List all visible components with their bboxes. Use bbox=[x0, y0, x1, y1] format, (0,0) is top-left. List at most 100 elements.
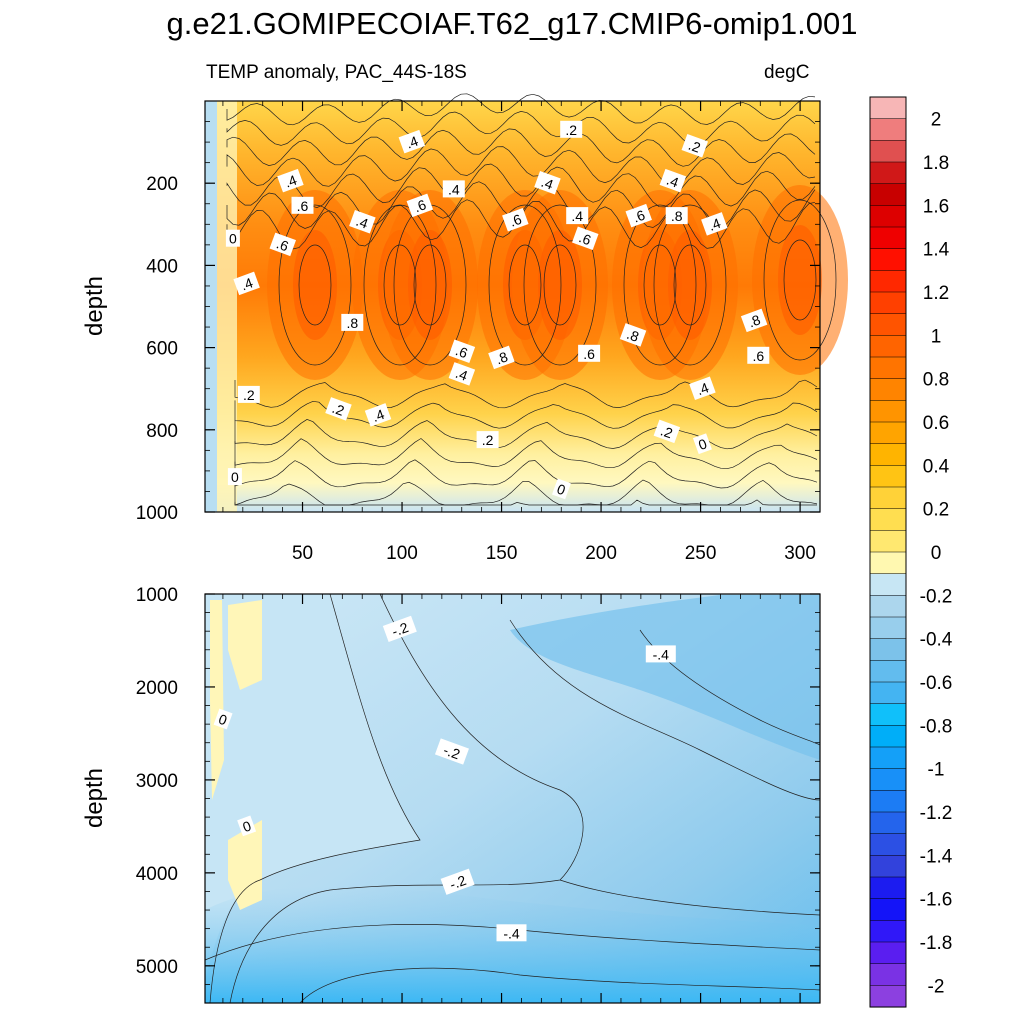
contour-label: .8 bbox=[619, 323, 647, 347]
contour-label-text: .2 bbox=[330, 400, 347, 419]
contour-label: .6 bbox=[406, 193, 434, 218]
contour-label: .6 bbox=[502, 207, 529, 232]
contour-label-box bbox=[689, 376, 716, 400]
upper-contour-core-3 bbox=[508, 244, 542, 326]
upper-contour-ring-4 bbox=[523, 204, 597, 366]
contour-label-box bbox=[291, 196, 314, 214]
colorbar-label: -1.8 bbox=[920, 933, 953, 954]
contour-label-box bbox=[434, 738, 469, 765]
colorbar-swatch bbox=[869, 725, 907, 748]
y-tick-label: 400 bbox=[146, 256, 178, 277]
colorbar-swatch bbox=[869, 681, 907, 705]
x-tick-label: 100 bbox=[386, 543, 418, 564]
colorbar-swatch bbox=[869, 551, 907, 575]
lower-shallow-region bbox=[205, 594, 420, 980]
upper-contour-core-4 bbox=[543, 244, 577, 326]
contour-label-box bbox=[476, 431, 499, 449]
colorbar-swatch bbox=[869, 746, 907, 770]
contour-label: 0 bbox=[213, 708, 233, 730]
contour-label-text: .4 bbox=[694, 379, 711, 398]
colorbar-label: -2 bbox=[928, 976, 945, 997]
colorbar-swatch bbox=[869, 920, 907, 943]
contour-label: .4 bbox=[442, 180, 465, 198]
contour-label-box bbox=[398, 129, 426, 154]
colorbar-label: 1 bbox=[931, 326, 942, 347]
colorbar-label: -1.4 bbox=[920, 846, 953, 867]
contour-label-text: .4 bbox=[370, 406, 387, 425]
colorbar-label: -0.8 bbox=[920, 716, 953, 737]
contour-label-box bbox=[653, 419, 681, 444]
contour-label: .4 bbox=[701, 212, 728, 236]
contour-label-box bbox=[740, 308, 768, 333]
contour-label-box bbox=[277, 168, 304, 193]
contour-label-text: .6 bbox=[453, 342, 470, 361]
colorbar-swatch bbox=[869, 486, 907, 510]
contour-label-box bbox=[659, 168, 687, 193]
warm-core-inner-7 bbox=[778, 225, 822, 335]
upper-contour-deep-6 bbox=[234, 499, 817, 506]
contour-label: .2 bbox=[653, 419, 681, 444]
contour-label: .2 bbox=[560, 120, 583, 138]
colorbar-swatch bbox=[869, 161, 907, 185]
upper-contour-top-4 bbox=[226, 163, 816, 208]
contour-label-text: .4 bbox=[404, 133, 421, 152]
lower-panel-field: -.2 -.4 -.2 -.2 -.4 0 0 bbox=[204, 593, 821, 1004]
colorbar-label: 0.4 bbox=[923, 456, 950, 477]
x-tick-label: 150 bbox=[486, 543, 518, 564]
upper-contour-core-7 bbox=[783, 239, 817, 321]
contour-label-box bbox=[701, 212, 728, 236]
colorbar-label: -0.4 bbox=[920, 630, 953, 651]
contour-label: -.4 bbox=[496, 924, 527, 942]
colorbar-label: -0.6 bbox=[920, 673, 953, 694]
colorbar: 2 1.8 1.6 1.4 1.2 1 0.8 0.6 0.4 0.2 0 -0.2 -0.4 -0.6 -… bbox=[869, 96, 953, 1008]
contour-label-box bbox=[551, 478, 571, 500]
colorbar-swatch bbox=[869, 356, 907, 380]
upper-panel-field: .4 .2 .2 .4 .6 .4 .6 .4 .4 .6 .4 .6 .6 .8 .4 .4 0 .6 .4 .8.… bbox=[205, 93, 848, 512]
contour-label-text: .8 bbox=[625, 326, 642, 345]
colorbar-swatch bbox=[869, 985, 907, 1008]
contour-label: -.2 bbox=[434, 738, 469, 765]
contour-label-text: .8 bbox=[746, 311, 763, 330]
contour-label-box bbox=[560, 120, 583, 138]
contour-label-box bbox=[692, 433, 712, 455]
contour-label-box bbox=[566, 207, 589, 225]
contour-label: -.4 bbox=[645, 645, 676, 663]
upper-contour-core-5 bbox=[643, 244, 677, 326]
upper-contour-core-6 bbox=[673, 244, 707, 326]
contour-label-text: -.2 bbox=[447, 872, 468, 893]
contour-label: .8 bbox=[341, 313, 364, 331]
contour-label-box bbox=[213, 708, 233, 730]
y-tick-label: 1000 bbox=[136, 585, 178, 606]
upper-contour-deep-4 bbox=[234, 459, 818, 489]
warm-core-inner-6 bbox=[668, 230, 712, 340]
contour-label: .4 bbox=[534, 170, 561, 195]
upper-contour-ring-1 bbox=[363, 204, 437, 366]
upper-contour-ring-0 bbox=[278, 204, 352, 366]
contour-label: .4 bbox=[364, 403, 392, 427]
contour-label-text: .4 bbox=[282, 172, 299, 191]
contour-label-text: .6 bbox=[412, 196, 429, 215]
contour-label: .6 bbox=[291, 196, 314, 214]
contour-label-text: .6 bbox=[274, 235, 291, 254]
contour-label: .6 bbox=[625, 203, 652, 228]
contour-label: -.2 bbox=[440, 868, 475, 895]
y-tick-label: 1000 bbox=[136, 503, 178, 524]
contour-label-text: .6 bbox=[583, 346, 595, 362]
colorbar-swatch bbox=[869, 660, 907, 683]
y-tick-label: 200 bbox=[146, 174, 178, 195]
contour-label-box bbox=[534, 170, 561, 195]
colorbar-swatch bbox=[869, 205, 907, 228]
contour-label-box bbox=[227, 468, 242, 486]
contour-label-text: .6 bbox=[507, 211, 524, 230]
contour-label: .4 bbox=[398, 129, 426, 154]
colorbar-swatch bbox=[869, 226, 907, 250]
colorbar-swatch bbox=[869, 855, 907, 878]
colorbar-swatch bbox=[869, 508, 907, 531]
units-label: degC bbox=[764, 62, 810, 83]
contour-label-box bbox=[364, 403, 392, 427]
contour-label-text: .2 bbox=[686, 137, 703, 156]
colorbar-label: 1.6 bbox=[923, 196, 949, 217]
upper-y-axis-label: depth bbox=[81, 276, 108, 336]
colorbar-swatch bbox=[869, 421, 907, 445]
colorbar-swatch bbox=[869, 378, 907, 401]
